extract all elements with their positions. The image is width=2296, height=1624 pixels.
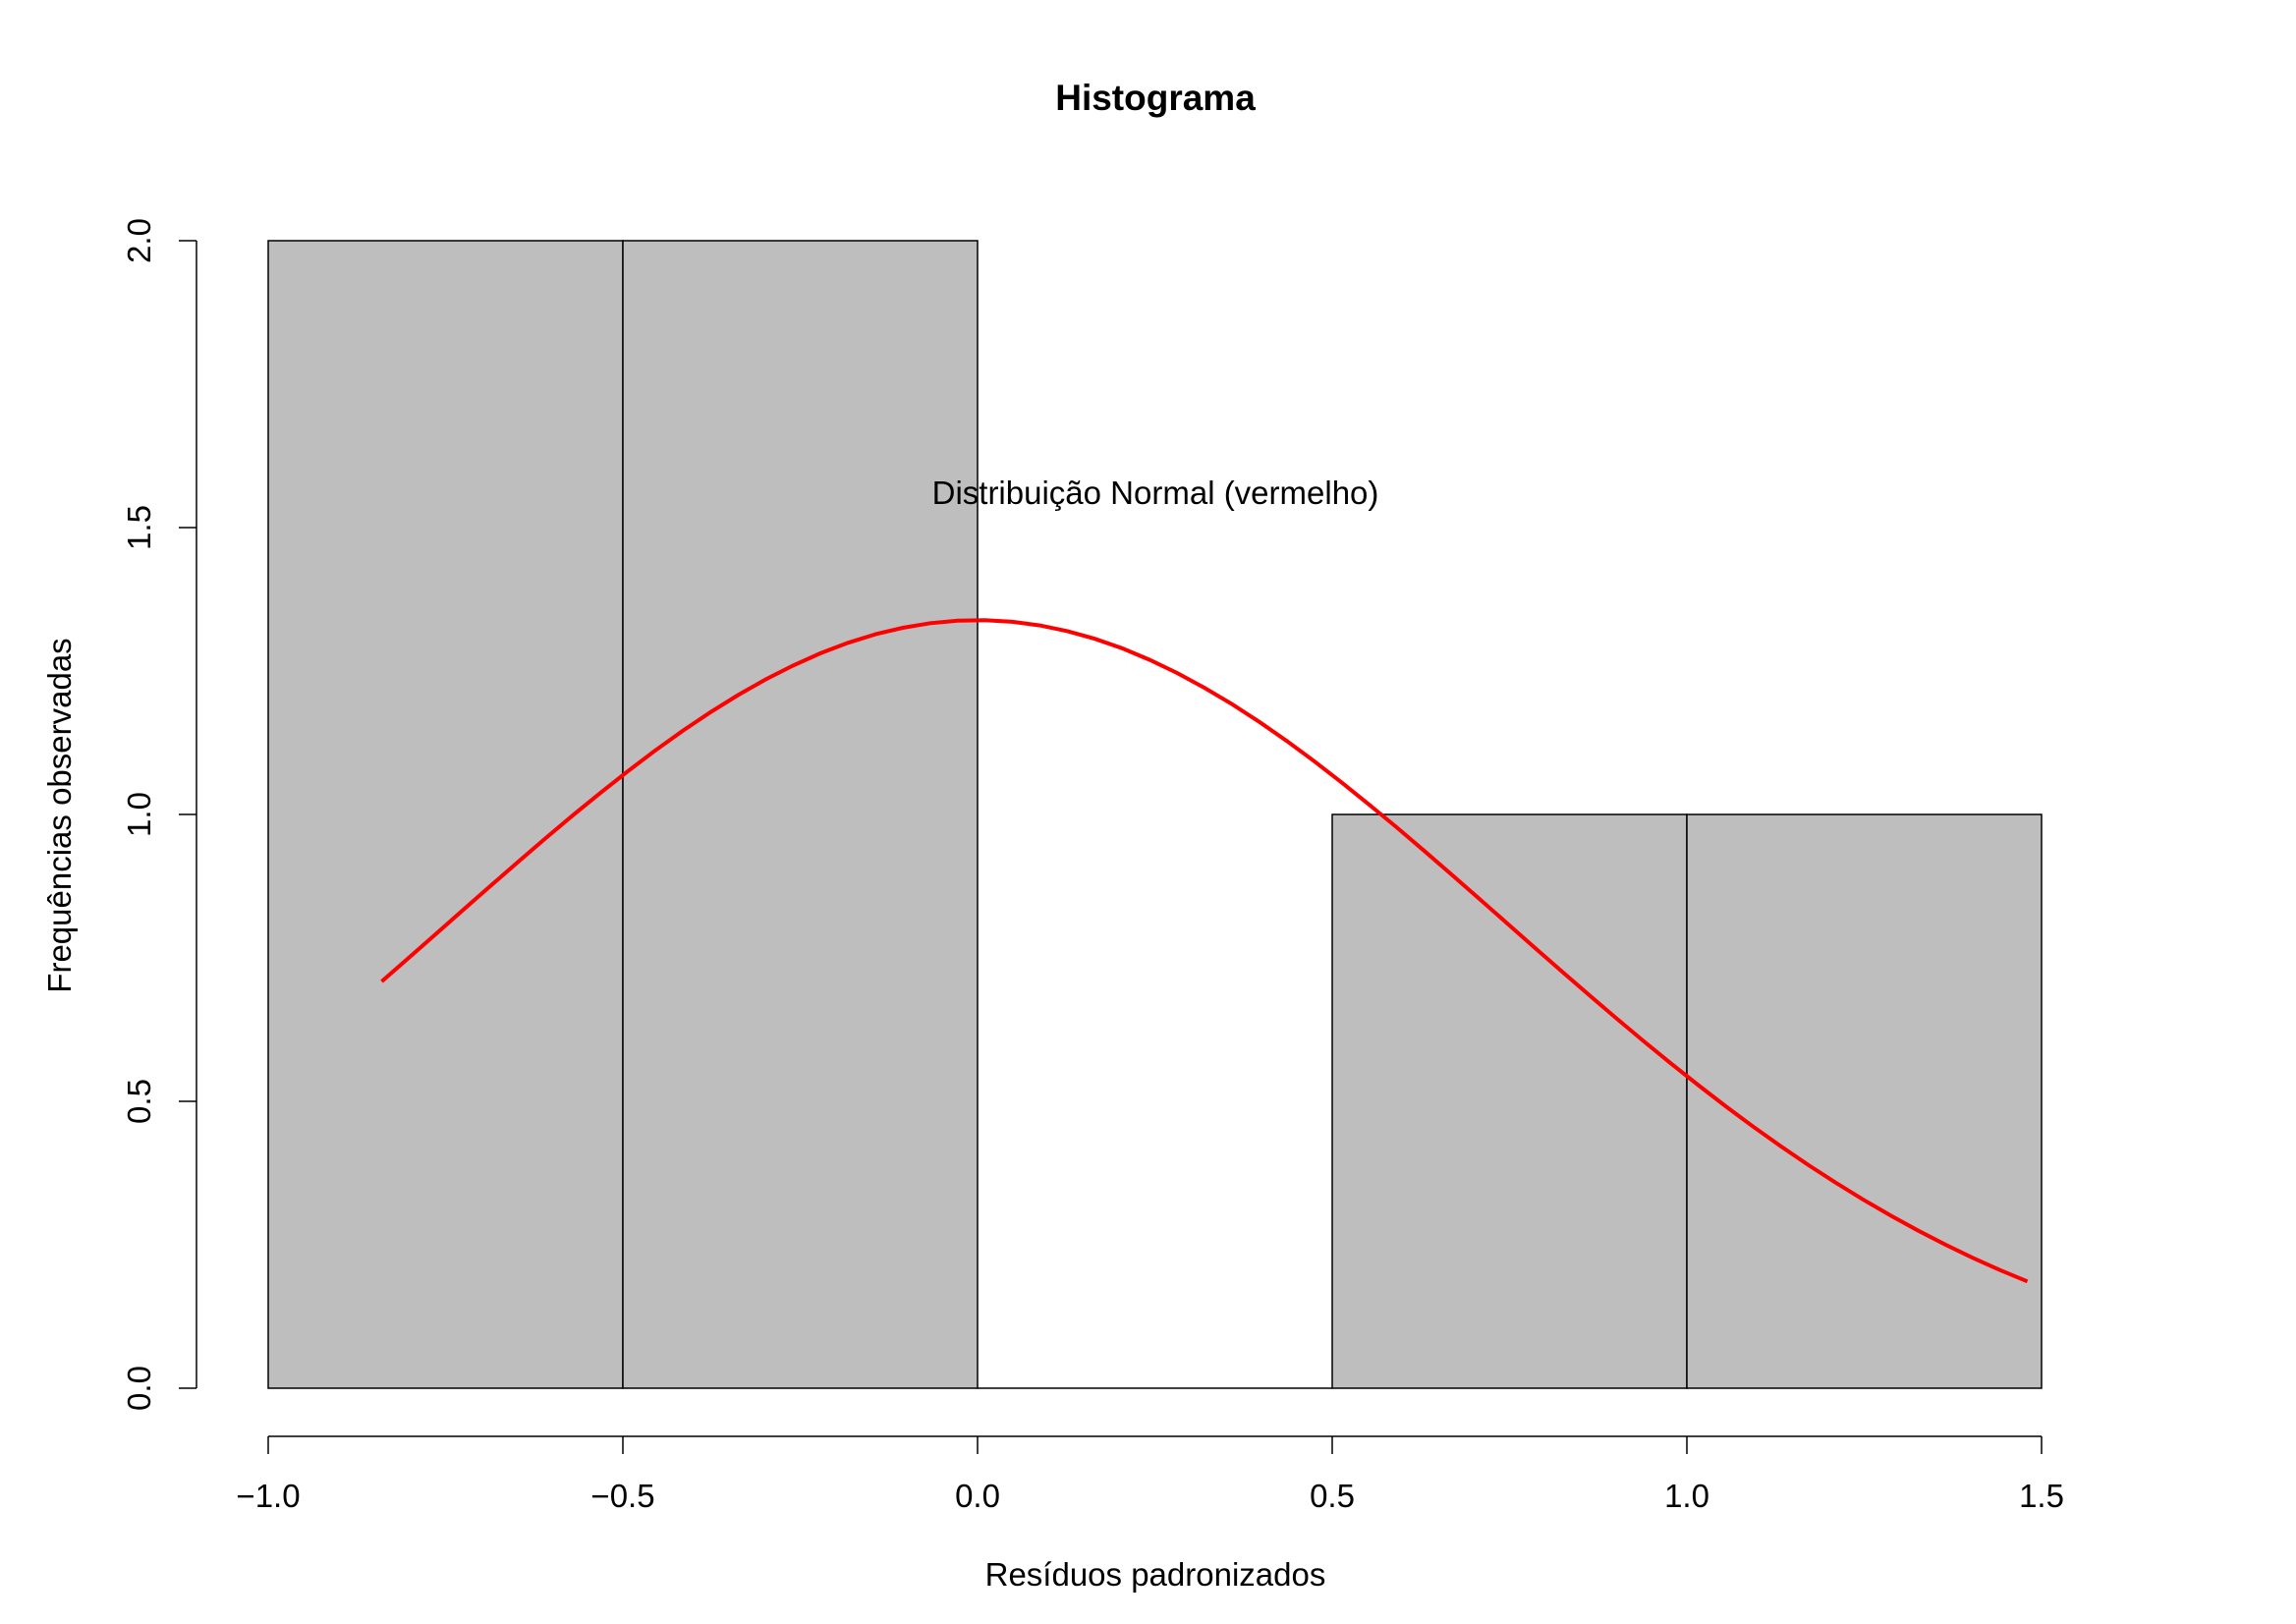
chart-title: Histograma xyxy=(1055,78,1256,118)
x-tick-label: 0.0 xyxy=(955,1478,1000,1514)
histogram-bar xyxy=(622,240,979,1389)
x-tick-label: −0.5 xyxy=(590,1478,654,1514)
x-tick-label: −1.0 xyxy=(236,1478,300,1514)
histogram-bar xyxy=(267,240,624,1389)
x-tick-label: 1.5 xyxy=(2019,1478,2064,1514)
histogram-bar xyxy=(1686,813,2043,1389)
y-tick-label: 2.0 xyxy=(121,218,157,263)
histogram-bar xyxy=(1331,813,1688,1389)
y-axis-label: Frequências observadas xyxy=(41,638,78,992)
y-tick-label: 0.0 xyxy=(121,1366,157,1411)
x-tick-label: 0.5 xyxy=(1310,1478,1355,1514)
x-tick-label: 1.0 xyxy=(1664,1478,1709,1514)
y-tick-label: 1.5 xyxy=(121,505,157,550)
x-axis-label: Resíduos padronizados xyxy=(985,1556,1326,1593)
x-axis: −1.0 −0.5 0.0 0.5 1.0 1.5 xyxy=(236,1435,2064,1514)
normal-curve xyxy=(380,618,2029,1284)
bars xyxy=(267,240,2043,1389)
y-axis: 0.0 0.5 1.0 1.5 2.0 xyxy=(121,218,197,1411)
y-tick-label: 0.5 xyxy=(121,1079,157,1124)
y-tick-label: 1.0 xyxy=(121,792,157,837)
curve-annotation: Distribuição Normal (vermelho) xyxy=(932,475,1379,511)
